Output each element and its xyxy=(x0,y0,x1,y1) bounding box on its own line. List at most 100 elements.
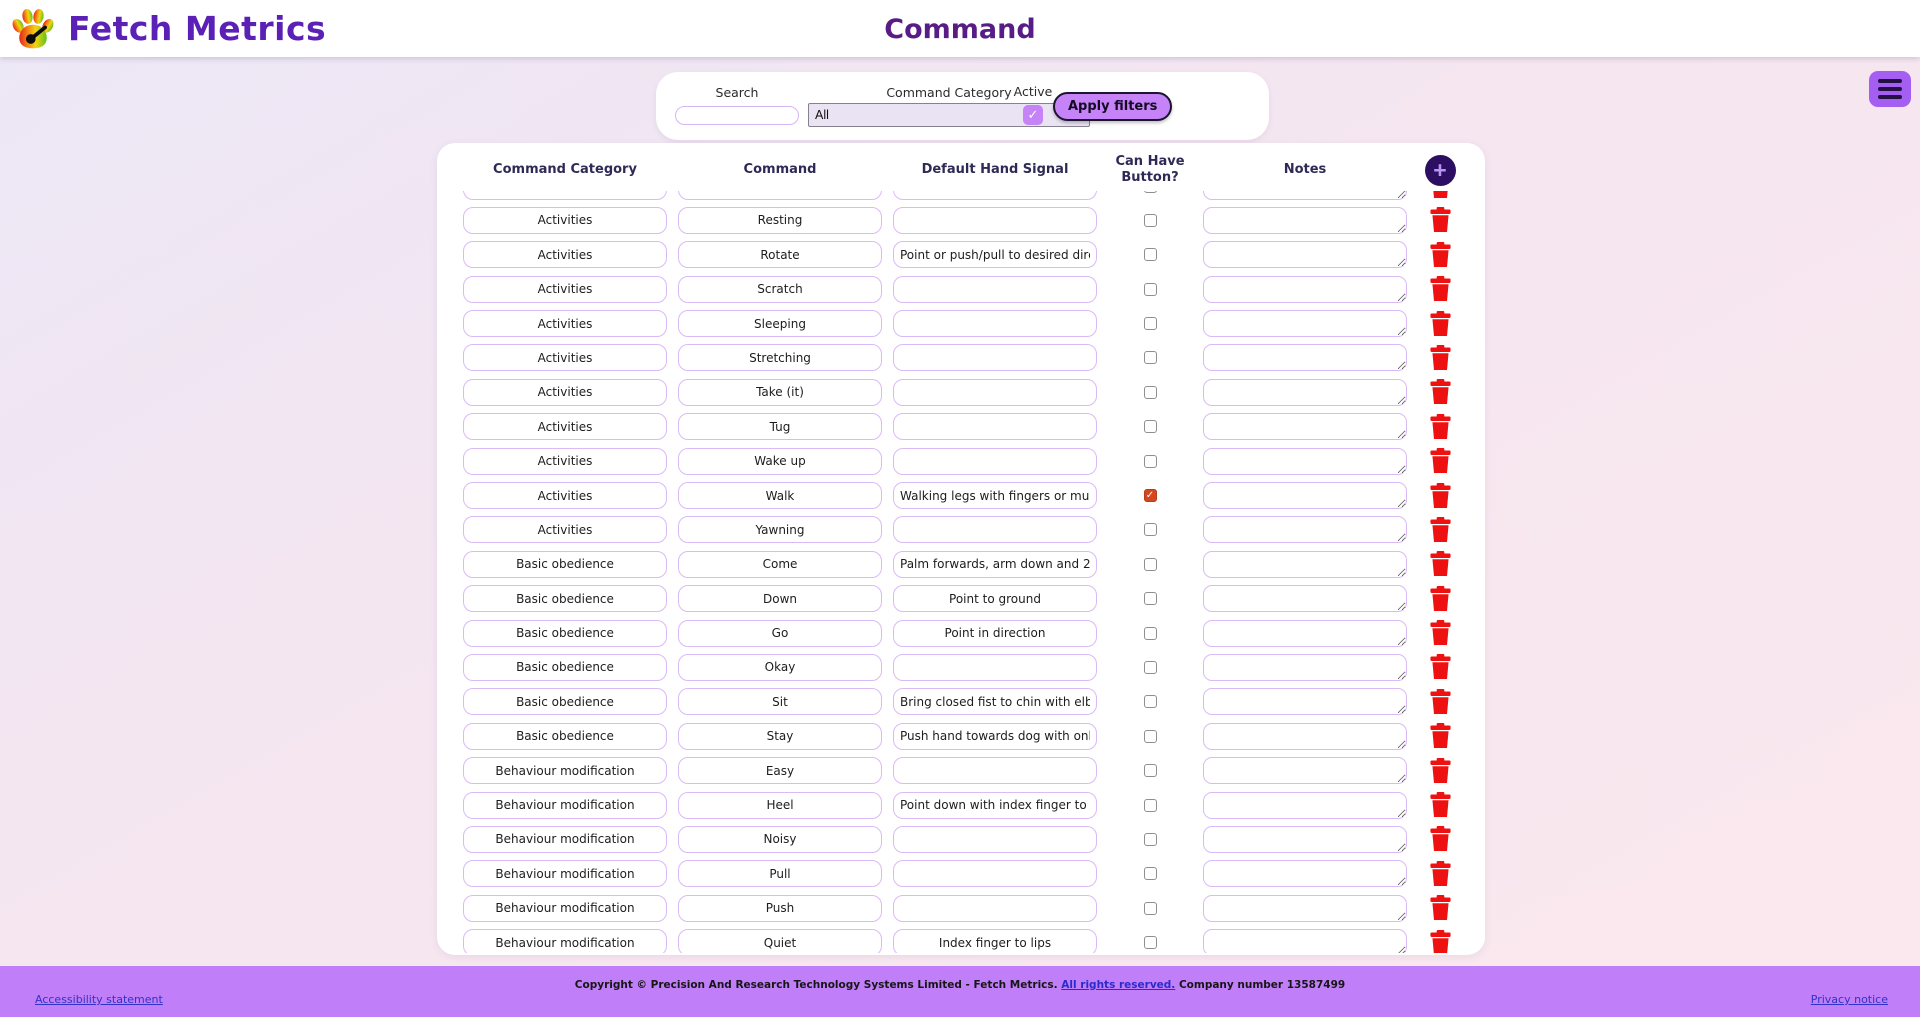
command-input[interactable] xyxy=(678,653,882,681)
delete-row-button[interactable] xyxy=(1427,241,1453,268)
active-checkbox[interactable]: ✓ xyxy=(1023,105,1043,125)
category-input[interactable] xyxy=(463,516,667,544)
can-have-button-checkbox[interactable]: ✓ xyxy=(1143,489,1157,503)
can-have-button-checkbox[interactable] xyxy=(1143,454,1157,468)
delete-row-button[interactable] xyxy=(1427,723,1453,749)
hand-signal-input[interactable] xyxy=(893,310,1097,338)
delete-row-button[interactable] xyxy=(1427,860,1453,887)
notes-textarea[interactable] xyxy=(1203,413,1407,441)
can-have-button-checkbox[interactable] xyxy=(1143,385,1157,399)
can-have-button-checkbox[interactable] xyxy=(1143,832,1157,846)
delete-row-button[interactable] xyxy=(1427,688,1453,715)
delete-row-button[interactable] xyxy=(1427,585,1453,612)
hand-signal-input[interactable] xyxy=(893,722,1097,750)
command-input[interactable] xyxy=(678,757,882,785)
category-input[interactable] xyxy=(463,344,667,372)
hand-signal-input[interactable] xyxy=(893,688,1097,716)
hand-signal-input[interactable] xyxy=(893,241,1097,269)
category-input[interactable] xyxy=(463,894,667,922)
accessibility-statement-link[interactable]: Accessibility statement xyxy=(35,993,163,1006)
delete-row-button[interactable] xyxy=(1427,757,1453,784)
command-input[interactable] xyxy=(678,241,882,269)
notes-textarea[interactable] xyxy=(1203,378,1407,406)
can-have-button-checkbox[interactable] xyxy=(1143,282,1157,296)
hand-signal-input[interactable] xyxy=(893,757,1097,785)
command-input[interactable] xyxy=(678,275,882,303)
category-input[interactable] xyxy=(463,688,667,716)
delete-row-button[interactable] xyxy=(1427,379,1453,405)
command-input[interactable] xyxy=(678,929,882,953)
hand-signal-input[interactable] xyxy=(893,344,1097,372)
delete-row-button[interactable] xyxy=(1427,191,1453,199)
can-have-button-checkbox[interactable] xyxy=(1143,901,1157,915)
delete-row-button[interactable] xyxy=(1427,654,1453,680)
command-input[interactable] xyxy=(678,516,882,544)
notes-textarea[interactable] xyxy=(1203,722,1407,750)
can-have-button-checkbox[interactable] xyxy=(1143,523,1157,537)
category-input[interactable] xyxy=(463,447,667,475)
category-input[interactable] xyxy=(463,619,667,647)
can-have-button-checkbox[interactable] xyxy=(1143,660,1157,674)
delete-row-button[interactable] xyxy=(1427,207,1453,233)
command-input[interactable] xyxy=(678,378,882,406)
command-input[interactable] xyxy=(678,619,882,647)
command-input[interactable] xyxy=(678,585,882,613)
notes-textarea[interactable] xyxy=(1203,619,1407,647)
can-have-button-checkbox[interactable] xyxy=(1143,626,1157,640)
can-have-button-checkbox[interactable] xyxy=(1143,729,1157,743)
hand-signal-input[interactable] xyxy=(893,482,1097,510)
delete-row-button[interactable] xyxy=(1427,344,1453,371)
can-have-button-checkbox[interactable] xyxy=(1143,936,1157,950)
command-input[interactable] xyxy=(678,860,882,888)
delete-row-button[interactable] xyxy=(1427,792,1453,818)
command-input[interactable] xyxy=(678,482,882,510)
category-input[interactable] xyxy=(463,653,667,681)
add-row-button[interactable]: + xyxy=(1424,154,1456,186)
category-input[interactable] xyxy=(463,310,667,338)
notes-textarea[interactable] xyxy=(1203,241,1407,269)
hand-signal-input[interactable] xyxy=(893,206,1097,234)
notes-textarea[interactable] xyxy=(1203,585,1407,613)
notes-textarea[interactable] xyxy=(1203,929,1407,953)
hand-signal-input[interactable] xyxy=(893,860,1097,888)
delete-row-button[interactable] xyxy=(1427,620,1453,646)
can-have-button-checkbox[interactable] xyxy=(1143,351,1157,365)
category-input[interactable] xyxy=(463,206,667,234)
search-input[interactable] xyxy=(675,106,799,125)
category-input[interactable] xyxy=(463,413,667,441)
hand-signal-input[interactable] xyxy=(893,619,1097,647)
can-have-button-checkbox[interactable] xyxy=(1143,764,1157,778)
delete-row-button[interactable] xyxy=(1427,826,1453,852)
can-have-button-checkbox[interactable] xyxy=(1143,592,1157,606)
category-input[interactable] xyxy=(463,791,667,819)
hand-signal-input[interactable] xyxy=(893,894,1097,922)
notes-textarea[interactable] xyxy=(1203,825,1407,853)
all-rights-reserved-link[interactable]: All rights reserved. xyxy=(1061,979,1176,991)
category-input[interactable] xyxy=(463,191,667,200)
delete-row-button[interactable] xyxy=(1427,551,1453,577)
delete-row-button[interactable] xyxy=(1427,516,1453,543)
category-input[interactable] xyxy=(463,825,667,853)
category-input[interactable] xyxy=(463,585,667,613)
hand-signal-input[interactable] xyxy=(893,516,1097,544)
notes-textarea[interactable] xyxy=(1203,860,1407,888)
category-input[interactable] xyxy=(463,241,667,269)
delete-row-button[interactable] xyxy=(1427,929,1453,953)
command-input[interactable] xyxy=(678,688,882,716)
category-input[interactable] xyxy=(463,275,667,303)
hand-signal-input[interactable] xyxy=(893,653,1097,681)
command-input[interactable] xyxy=(678,550,882,578)
notes-textarea[interactable] xyxy=(1203,516,1407,544)
notes-textarea[interactable] xyxy=(1203,447,1407,475)
can-have-button-checkbox[interactable] xyxy=(1143,317,1157,331)
command-input[interactable] xyxy=(678,791,882,819)
privacy-notice-link[interactable]: Privacy notice xyxy=(1810,993,1888,1006)
hand-signal-input[interactable] xyxy=(893,929,1097,953)
hand-signal-input[interactable] xyxy=(893,191,1097,200)
can-have-button-checkbox[interactable] xyxy=(1143,695,1157,709)
category-input[interactable] xyxy=(463,482,667,510)
can-have-button-checkbox[interactable] xyxy=(1143,867,1157,881)
hand-signal-input[interactable] xyxy=(893,550,1097,578)
can-have-button-checkbox[interactable] xyxy=(1143,557,1157,571)
command-input[interactable] xyxy=(678,344,882,372)
